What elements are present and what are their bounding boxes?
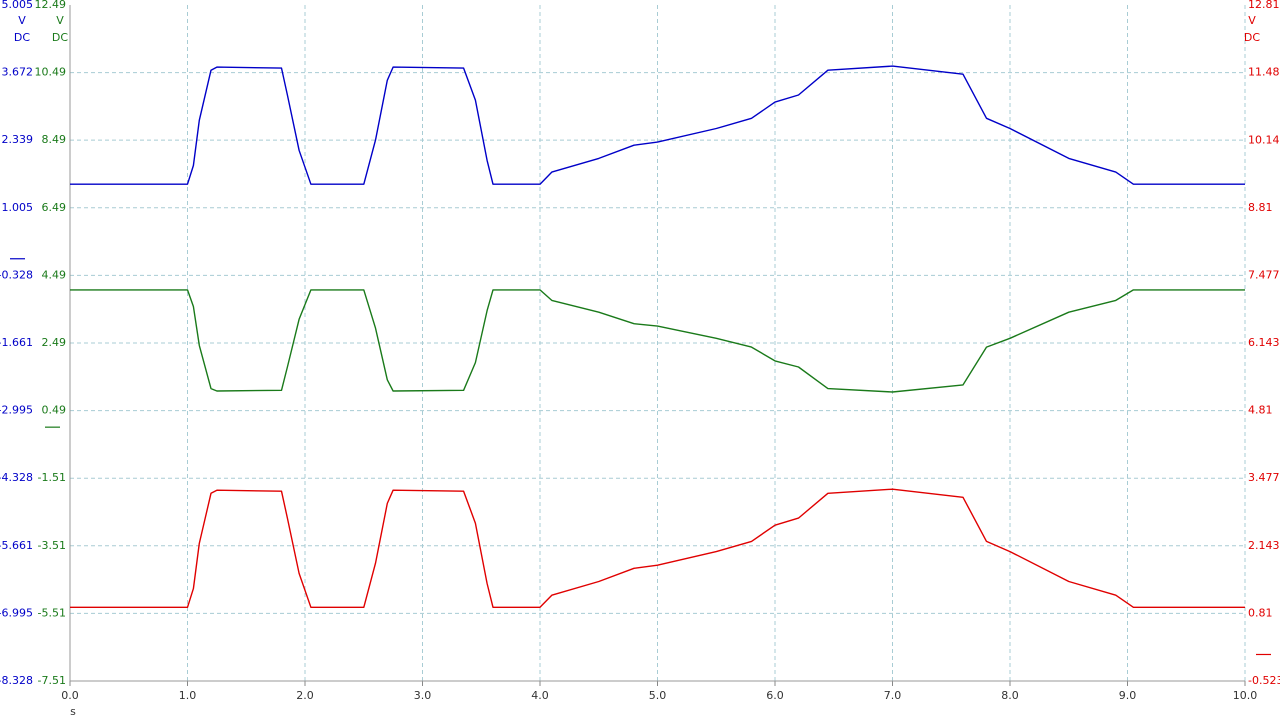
x-tick-label: 9.0 [1119,689,1137,702]
y-tick-label: -1.661 [0,336,33,349]
x-tick-label: 2.0 [296,689,314,702]
y-tick-label: -6.995 [0,606,33,619]
x-tick-label: 3.0 [414,689,432,702]
y-tick-label: 2.49 [42,336,67,349]
x-tick-label: 0.0 [61,689,79,702]
y-tick-label: -3.51 [38,539,66,552]
y-tick-label: 0.49 [42,404,67,417]
y-tick-label: 10.14 [1248,133,1280,146]
y-tick-label: 0.81 [1248,606,1273,619]
x-tick-label: 8.0 [1001,689,1019,702]
y-tick-label: -5.51 [38,606,66,619]
y-tick-label: 4.81 [1248,404,1273,417]
y-tick-label: 2.339 [2,133,34,146]
y-tick-label: -0.523 [1248,674,1280,687]
y-tick-label: 6.49 [42,201,67,214]
y-tick-label: 12.81 [1248,0,1280,11]
trace [70,488,1245,608]
y-tick-label: 6.143 [1248,336,1280,349]
axis-coupling: DC [14,31,30,44]
y-tick-label: 4.49 [42,268,67,281]
y-tick-label: -2.995 [0,404,33,417]
y-tick-label: 11.48 [1248,65,1280,78]
x-tick-label: 1.0 [179,689,197,702]
y-tick-label: 3.477 [1248,471,1280,484]
y-tick-label: 1.005 [2,201,34,214]
trace [70,65,1245,185]
trace [70,289,1245,393]
y-tick-label: 3.672 [2,66,34,79]
x-unit: s [70,705,76,718]
axis-unit: V [1248,14,1256,27]
y-tick-label: -1.51 [38,471,66,484]
y-tick-label: -5.661 [0,539,33,552]
y-tick-label: -7.51 [38,674,66,687]
y-tick-label: 7.477 [1248,268,1280,281]
y-tick-label: 10.49 [35,66,67,79]
y-tick-label: -0.328 [0,268,33,281]
y-tick-label: 8.49 [42,133,67,146]
x-tick-label: 4.0 [531,689,549,702]
y-tick-label: -8.328 [0,674,33,687]
y-tick-label: 12.49 [35,0,67,11]
y-tick-label: 2.143 [1248,539,1280,552]
y-tick-label: 8.81 [1248,201,1273,214]
y-tick-label: -4.328 [0,471,33,484]
x-tick-label: 10.0 [1233,689,1258,702]
axis-unit: V [56,14,64,27]
axis-coupling: DC [1244,31,1260,44]
x-tick-label: 6.0 [766,689,784,702]
x-tick-label: 5.0 [649,689,667,702]
axis-coupling: DC [52,31,68,44]
y-tick-label: 5.005 [2,0,34,11]
x-tick-label: 7.0 [884,689,902,702]
axis-unit: V [18,14,26,27]
